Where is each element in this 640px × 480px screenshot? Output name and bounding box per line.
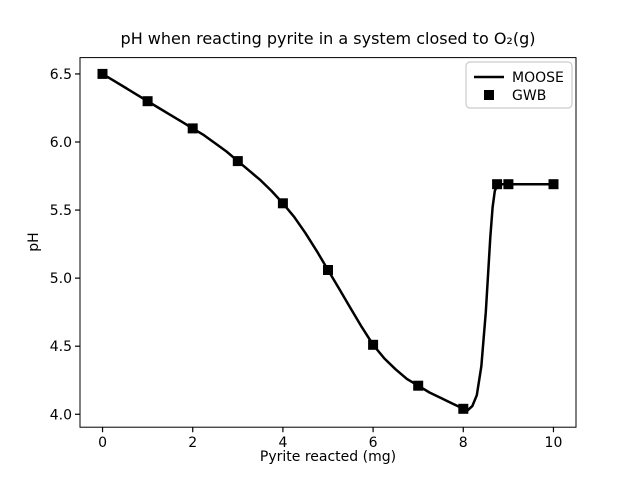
y-tick-label: 6.5: [50, 67, 72, 83]
series-marker-gwb: [323, 265, 333, 275]
series-marker-gwb: [503, 179, 514, 190]
series-marker-gwb: [548, 179, 559, 190]
x-tick-label: 4: [278, 435, 287, 451]
x-tick-label: 8: [459, 435, 468, 451]
series-marker-gwb: [97, 68, 108, 79]
x-tick-label: 10: [545, 435, 563, 451]
plot-series: [97, 68, 559, 414]
series-marker-gwb: [187, 123, 198, 134]
series-marker-gwb: [492, 179, 503, 190]
series-marker-gwb: [368, 339, 379, 350]
legend-square-marker: [484, 90, 494, 100]
y-axis-label: pH: [26, 232, 42, 251]
y-tick-label: 4.5: [50, 339, 72, 355]
series-line-moose: [101, 72, 555, 412]
x-axis-ticks: 0 2 4 6 8 10: [98, 427, 562, 451]
y-tick-label: 4.0: [50, 407, 72, 423]
x-tick-label: 2: [188, 435, 197, 451]
series-marker-gwb: [142, 96, 153, 107]
x-tick-label: 0: [98, 435, 107, 451]
y-axis-ticks: 4.0 4.5 5.0 5.5 6.0 6.5: [50, 67, 80, 423]
series-marker-gwb: [232, 156, 243, 167]
series-marker-gwb: [413, 380, 424, 391]
y-tick-label: 5.0: [50, 271, 72, 287]
series-marker-gwb: [277, 198, 288, 209]
y-tick-label: 6.0: [50, 135, 72, 151]
chart-title: pH when reacting pyrite in a system clos…: [121, 29, 536, 48]
axes-border: [79, 57, 577, 428]
legend-label-moose: MOOSE: [512, 70, 564, 86]
x-axis-label: Pyrite reacted (mg): [260, 449, 396, 465]
legend-label-gwb: GWB: [512, 88, 546, 104]
legend: MOOSE GWB: [465, 61, 573, 109]
series-marker-gwb: [458, 403, 469, 414]
y-tick-label: 5.5: [50, 203, 72, 219]
x-tick-label: 6: [369, 435, 378, 451]
